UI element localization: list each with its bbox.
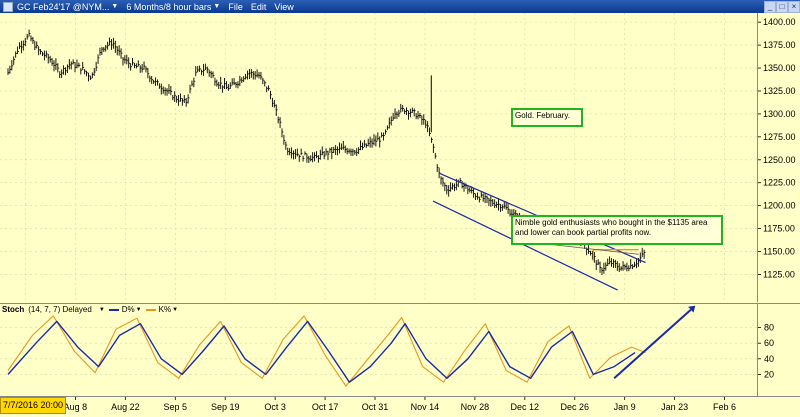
legend-d-dropdown-icon[interactable]: ▼: [135, 306, 142, 313]
stoch-d-line: [7, 320, 636, 383]
stoch-axis-label: 20: [764, 369, 774, 379]
interval-dropdown-icon[interactable]: ▼: [213, 3, 221, 10]
time-axis-label: Nov 14: [411, 402, 440, 412]
price-axis-label: 1375.00: [763, 40, 796, 50]
time-axis-label: Oct 17: [312, 402, 339, 412]
stoch-k-line: [7, 315, 646, 387]
time-axis-label: Aug 8: [64, 402, 88, 412]
close-button[interactable]: ×: [788, 1, 800, 13]
stoch-axis-label: 80: [764, 323, 774, 333]
time-axis-label: Nov 28: [461, 402, 490, 412]
legend-k-swatch: [145, 308, 156, 311]
time-axis-label: Feb 6: [713, 402, 736, 412]
time-axis-label: Dec 26: [560, 402, 589, 412]
symbol-dropdown-icon[interactable]: ▼: [111, 3, 119, 10]
price-axis-label: 1175.00: [763, 224, 795, 234]
maximize-button[interactable]: □: [776, 1, 788, 13]
time-axis-label: Jan 9: [614, 402, 636, 412]
legend-k-label: K%: [158, 305, 172, 314]
price-axis-label: 1225.00: [763, 178, 796, 188]
stoch-axis-label: 40: [764, 354, 774, 364]
stoch-header[interactable]: Stoch (14, 7, 7) Delayed ▼ D% ▼ K% ▼: [2, 304, 178, 315]
minimize-button[interactable]: _: [764, 1, 776, 13]
price-axis-label: 1400.00: [763, 17, 796, 27]
stoch-name: Stoch: [2, 305, 25, 314]
stoch-params: (14, 7, 7) Delayed: [28, 305, 92, 314]
price-axis-label: 1125.00: [763, 269, 795, 279]
annotation-gold-february[interactable]: Gold. February.: [511, 108, 583, 127]
stoch-axis-label: 60: [764, 338, 774, 348]
time-axis-label: Sep 5: [164, 402, 188, 412]
time-axis-label: Sep 19: [211, 402, 240, 412]
price-axis-label: 1275.00: [763, 132, 796, 142]
legend-d-swatch: [108, 308, 119, 311]
menu-view[interactable]: View: [274, 1, 294, 12]
trend-arrow-head: [688, 305, 696, 313]
time-axis-label: Dec 12: [511, 402, 540, 412]
trend-arrow-shaft: [613, 308, 692, 380]
title-bar[interactable]: GC Feb24'17 @NYM... ▼ 6 Months/8 hour ba…: [0, 0, 800, 13]
price-axis-label: 1250.00: [763, 155, 796, 165]
price-chart: [0, 13, 757, 302]
time-axis-label: Jan 23: [661, 402, 688, 412]
cursor-date-badge: 7/7/2016 20:00: [0, 397, 67, 414]
price-axis-label: 1200.00: [763, 201, 796, 211]
time-axis-label: Aug 22: [111, 402, 140, 412]
time-axis-label: Oct 31: [362, 402, 389, 412]
price-axis[interactable]: 1125.00 1150.00 1175.00 1200.00 1225.00 1250.…: [758, 13, 800, 302]
price-axis-label: 1350.00: [763, 63, 796, 73]
price-pane[interactable]: [0, 13, 758, 302]
menu-file[interactable]: File: [228, 1, 243, 12]
stoch-axis-labels: 20 40 60 80: [758, 323, 774, 379]
stoch-chart: [0, 305, 757, 387]
stoch-dropdown-icon[interactable]: ▼: [98, 306, 105, 313]
price-axis-label: 1325.00: [763, 86, 796, 96]
window-title: GC Feb24'17 @NYM...: [17, 1, 110, 12]
stoch-axis[interactable]: 20 40 60 80: [758, 303, 800, 396]
menu-edit[interactable]: Edit: [250, 1, 267, 12]
app-icon: [3, 1, 13, 12]
channel-lower-line: [432, 200, 618, 291]
price-axis-label: 1300.00: [763, 109, 796, 119]
time-axis-label: Oct 3: [264, 402, 286, 412]
price-axis-labels: 1125.00 1150.00 1175.00 1200.00 1225.00 1250.…: [758, 17, 796, 279]
legend-k-dropdown-icon[interactable]: ▼: [172, 306, 179, 313]
stoch-pane[interactable]: [0, 303, 758, 396]
price-axis-label: 1150.00: [763, 247, 795, 257]
legend-d-label: D%: [121, 305, 135, 314]
annotation-profit-note[interactable]: Nimble gold enthusiasts who bought in th…: [511, 215, 723, 245]
interval-label[interactable]: 6 Months/8 hour bars: [126, 1, 212, 12]
